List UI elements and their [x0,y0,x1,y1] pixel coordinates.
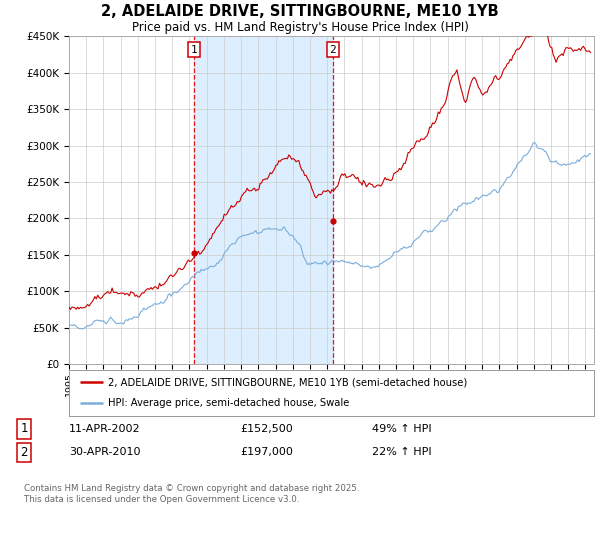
Bar [194,36,333,364]
Text: 2, ADELAIDE DRIVE, SITTINGBOURNE, ME10 1YB (semi-detached house): 2, ADELAIDE DRIVE, SITTINGBOURNE, ME10 1… [109,377,467,388]
Text: £197,000: £197,000 [240,447,293,458]
Text: Contains HM Land Registry data © Crown copyright and database right 2025.
This d: Contains HM Land Registry data © Crown c… [24,484,359,504]
Text: 1: 1 [191,44,197,54]
Text: 30-APR-2010: 30-APR-2010 [69,447,140,458]
Text: 22% ↑ HPI: 22% ↑ HPI [372,447,431,458]
Text: 11-APR-2002: 11-APR-2002 [69,424,140,434]
Text: 2, ADELAIDE DRIVE, SITTINGBOURNE, ME10 1YB: 2, ADELAIDE DRIVE, SITTINGBOURNE, ME10 1… [101,4,499,19]
Text: 1: 1 [20,422,28,436]
Text: £152,500: £152,500 [240,424,293,434]
Text: HPI: Average price, semi-detached house, Swale: HPI: Average price, semi-detached house,… [109,398,350,408]
Text: 2: 2 [329,44,336,54]
Text: 2: 2 [20,446,28,459]
Text: Price paid vs. HM Land Registry's House Price Index (HPI): Price paid vs. HM Land Registry's House … [131,21,469,34]
Text: 49% ↑ HPI: 49% ↑ HPI [372,424,431,434]
